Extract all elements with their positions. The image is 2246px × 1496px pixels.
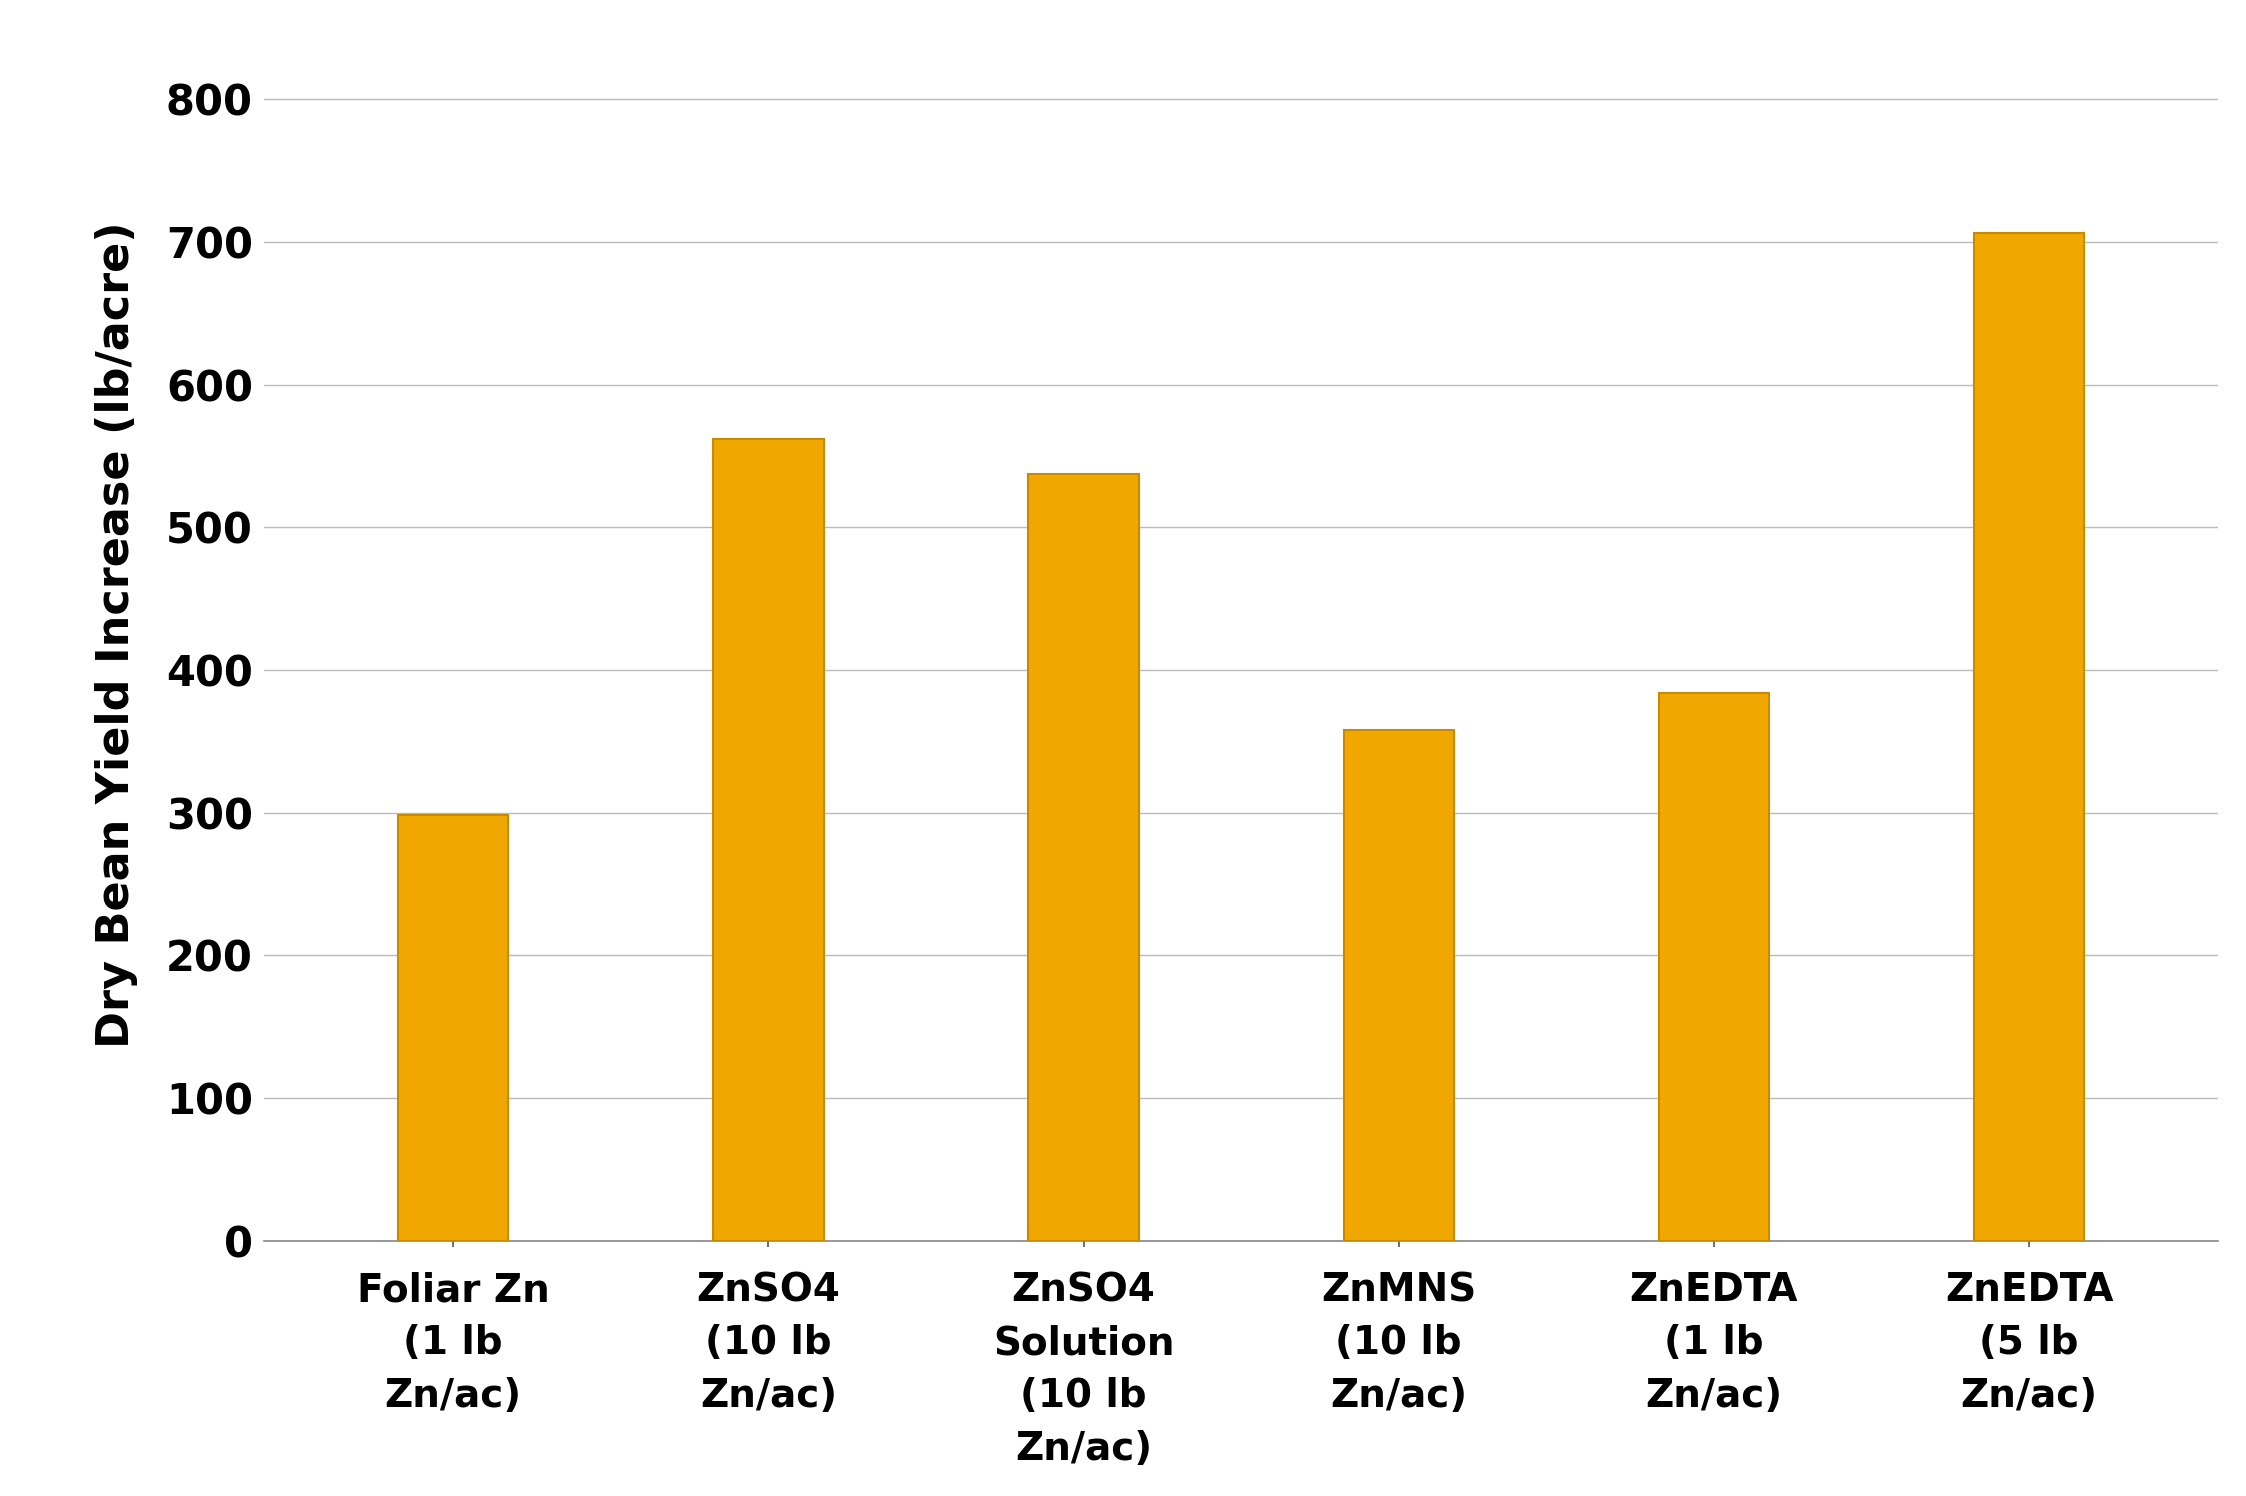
Bar: [1974, 233, 2084, 1240]
Bar: [714, 438, 824, 1240]
Bar: [1660, 693, 1770, 1240]
Bar: [1343, 730, 1453, 1240]
Bar: [398, 815, 508, 1240]
Bar: [1029, 474, 1139, 1240]
Y-axis label: Dry Bean Yield Increase (lb/acre): Dry Bean Yield Increase (lb/acre): [94, 221, 139, 1047]
